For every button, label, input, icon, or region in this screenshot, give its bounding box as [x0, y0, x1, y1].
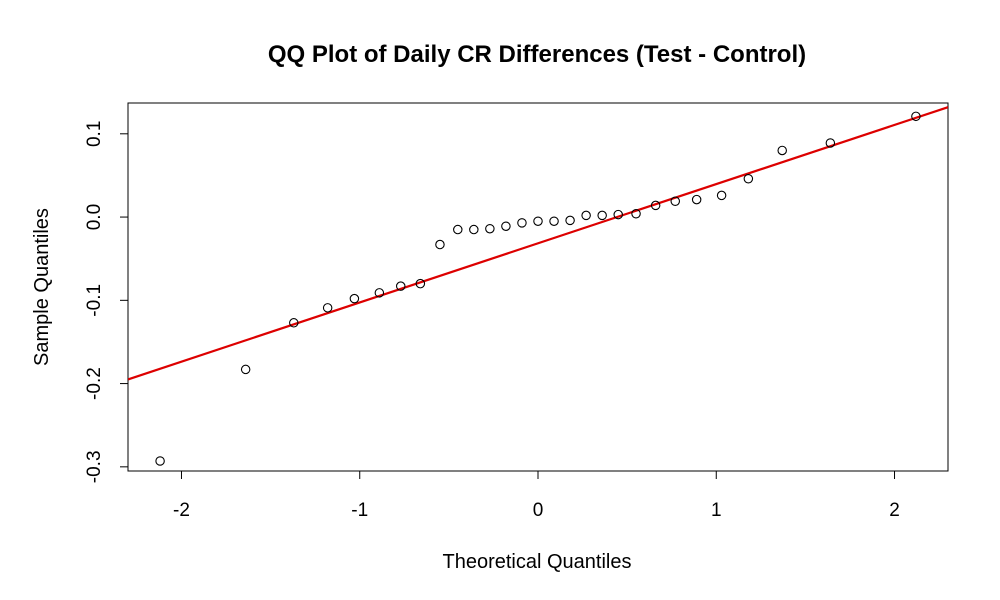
x-tick-label-1: -1: [351, 500, 368, 521]
data-point-9: [453, 224, 463, 235]
data-point-10: [469, 224, 479, 235]
y-axis-label: Sample Quantiles: [31, 208, 53, 366]
data-point-22: [670, 196, 681, 206]
data-point-11: [485, 223, 495, 234]
data-point-2: [289, 318, 299, 328]
data-point-8: [435, 239, 445, 250]
data-point-6: [395, 281, 406, 291]
data-point-28: [911, 111, 921, 122]
y-tick-label-1: -0.2: [84, 367, 105, 400]
data-point-24: [716, 190, 727, 201]
data-point-7: [415, 278, 426, 289]
data-point-27: [825, 138, 836, 148]
qq-reference-line: [128, 106, 948, 381]
data-point-21: [650, 200, 661, 211]
data-point-3: [322, 303, 333, 313]
y-tick-label-2: -0.1: [84, 284, 105, 317]
y-tick-label-4: 0.1: [84, 121, 105, 147]
data-point-20: [631, 208, 641, 219]
x-tick-label-0: -2: [173, 500, 190, 521]
x-axis-label: Theoretical Quantiles: [443, 551, 632, 573]
plot-area: -2 -1 0 1 2 -0.3 -0.2 -0.1 0.0 0.1: [84, 102, 949, 521]
data-point-19: [613, 209, 623, 220]
data-point-0: [155, 456, 165, 466]
data-point-5: [374, 288, 385, 298]
data-point-18: [597, 210, 607, 221]
data-point-26: [777, 145, 787, 156]
data-point-4: [349, 293, 360, 304]
data-point-12: [501, 221, 511, 231]
data-point-15: [549, 216, 559, 226]
x-tick-label-4: 2: [889, 500, 900, 521]
data-point-13: [517, 218, 527, 228]
chart-title: QQ Plot of Daily CR Differences (Test - …: [268, 41, 806, 68]
data-point-14: [533, 216, 543, 226]
plot-frame: [127, 102, 949, 472]
data-point-23: [691, 194, 702, 205]
data-point-17: [581, 210, 591, 221]
y-tick-label-0: -0.3: [84, 450, 105, 483]
data-point-25: [743, 174, 754, 184]
y-tick-label-3: 0.0: [84, 204, 105, 230]
data-point-1: [240, 364, 251, 375]
data-point-16: [565, 215, 575, 226]
x-tick-label-2: 0: [533, 500, 544, 521]
x-tick-label-3: 1: [711, 500, 722, 521]
